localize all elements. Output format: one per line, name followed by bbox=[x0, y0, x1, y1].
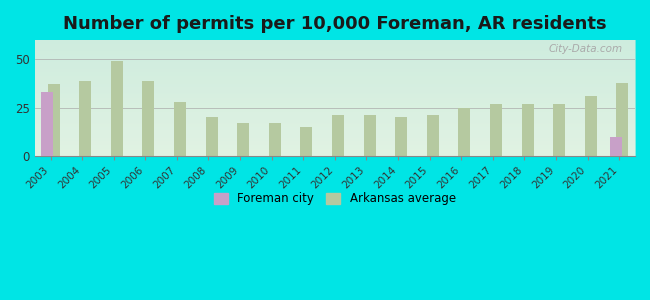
Text: City-Data.com: City-Data.com bbox=[549, 44, 623, 54]
Legend: Foreman city, Arkansas average: Foreman city, Arkansas average bbox=[209, 188, 461, 210]
Bar bbox=[300, 127, 313, 156]
Bar bbox=[205, 117, 218, 156]
Bar bbox=[363, 115, 376, 156]
Bar bbox=[47, 85, 60, 156]
Bar bbox=[111, 61, 123, 156]
Bar bbox=[521, 104, 534, 156]
Bar bbox=[490, 104, 502, 156]
Bar bbox=[553, 104, 566, 156]
Bar bbox=[42, 92, 53, 156]
Bar bbox=[142, 81, 155, 156]
Bar bbox=[458, 108, 471, 156]
Title: Number of permits per 10,000 Foreman, AR residents: Number of permits per 10,000 Foreman, AR… bbox=[63, 15, 606, 33]
Bar bbox=[616, 82, 629, 156]
Bar bbox=[585, 96, 597, 156]
Bar bbox=[174, 102, 186, 156]
Bar bbox=[395, 117, 407, 156]
Bar bbox=[427, 115, 439, 156]
Bar bbox=[610, 136, 622, 156]
Bar bbox=[237, 123, 249, 156]
Bar bbox=[79, 81, 91, 156]
Bar bbox=[269, 123, 281, 156]
Bar bbox=[332, 115, 344, 156]
